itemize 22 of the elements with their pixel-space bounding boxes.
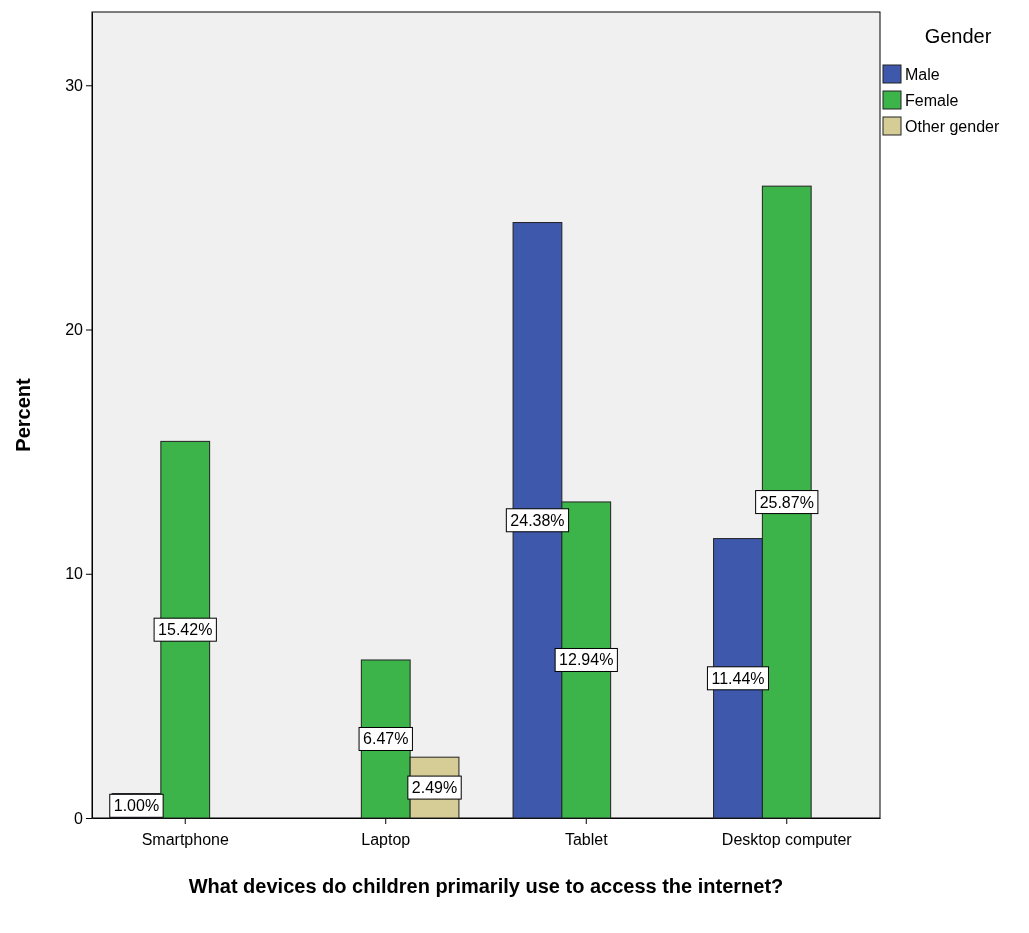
data-label: 11.44% [711,669,765,687]
legend-label: Male [905,66,940,83]
legend-label: Other gender [905,118,1000,135]
y-tick-label: 0 [74,809,84,827]
data-label: 15.42% [158,621,213,639]
legend-title: Gender [924,25,992,47]
data-label: 24.38% [510,511,565,529]
y-tick-label: 30 [65,76,84,94]
y-tick-label: 20 [65,321,84,339]
x-axis-title: What devices do children primarily use to access the internet? [188,875,784,897]
data-label: 2.49% [411,779,458,797]
y-axis-title: Percent [12,377,34,452]
data-label: 6.47% [363,730,409,748]
x-tick-label: Smartphone [141,830,229,848]
x-tick-label: Tablet [564,830,609,848]
x-tick-label: Desktop computer [721,830,853,848]
y-tick-label: 10 [65,565,84,583]
x-tick-label: Laptop [361,830,411,848]
data-label: 1.00% [113,797,160,815]
data-label: 12.94% [559,651,614,669]
legend-label: Female [905,92,959,109]
data-label: 25.87% [759,493,814,511]
